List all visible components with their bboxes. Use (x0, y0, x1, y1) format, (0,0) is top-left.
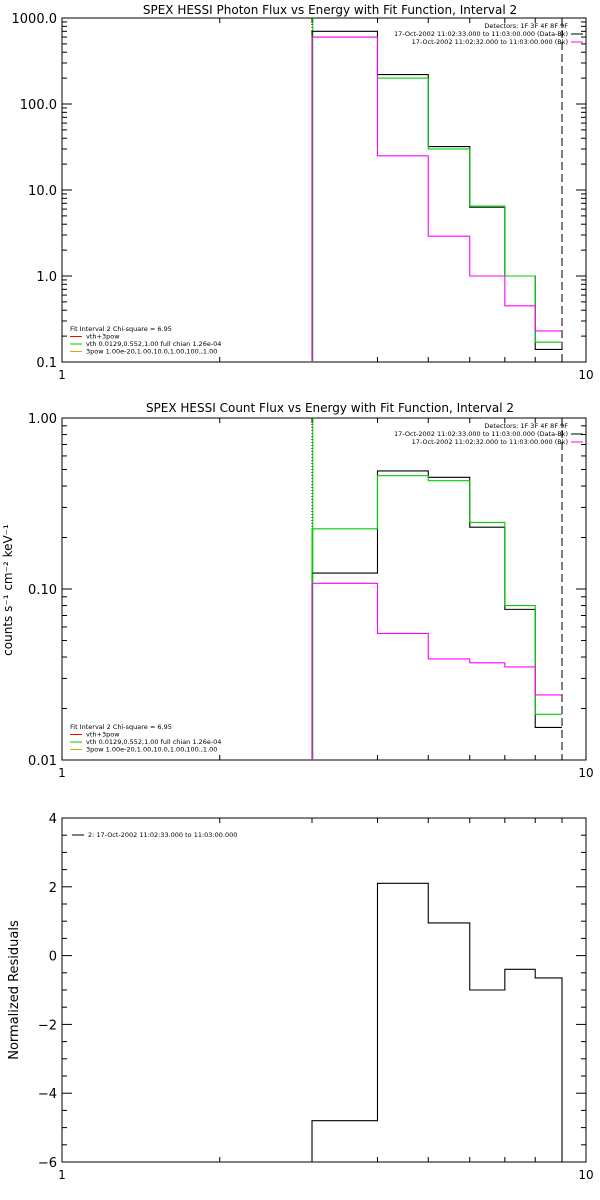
series-line-bk (311, 36, 563, 362)
x-tick-label: 10 (578, 1168, 593, 1182)
legend-text: 3pow 1.00e-20,1.00,10.0,1.00,100.,1.00 (86, 348, 217, 356)
series-line-vth (311, 475, 563, 760)
y-tick-label: 0.01 (28, 754, 57, 769)
legend-text: vth 0.0129,0.552,1.00 full chian 1.26e-0… (86, 340, 221, 348)
legend-text: Detectors: 1F 3F 4F 8F 9F (484, 22, 568, 30)
series-line-data-bk (311, 30, 563, 362)
x-tick-label: 1 (58, 1168, 66, 1182)
y-tick-label: −6 (38, 1156, 57, 1171)
legend-text: vth 0.0129,0.552,1.00 full chian 1.26e-0… (86, 738, 221, 746)
y-tick-label: 4 (49, 812, 57, 827)
legend-text: 3pow 1.00e-20,1.00,10.0,1.00,100.,1.00 (86, 746, 217, 754)
y-tick-label: 0.1 (36, 356, 57, 371)
legend-text: Detectors: 1F 3F 4F 8F 9F (484, 422, 568, 430)
plot-frame (61, 417, 587, 761)
legend-text: 17-Oct-2002 11:02:32.000 to 11:03:00.000… (412, 438, 568, 446)
y-tick-label: 0.10 (28, 583, 57, 598)
panel-title: SPEX HESSI Photon Flux vs Energy with Fi… (143, 3, 517, 17)
y-tick-label: −4 (38, 1087, 57, 1102)
series-line-residuals (311, 882, 563, 1162)
y-tick-label: 1.0 (36, 270, 57, 285)
y-tick-label: 10.0 (28, 184, 57, 199)
x-tick-label: 1 (58, 368, 66, 382)
y-tick-label: −2 (38, 1018, 57, 1033)
plot-frame (61, 17, 587, 363)
photon-flux-panel: SPEX HESSI Photon Flux vs Energy with Fi… (12, 3, 594, 382)
legend-text: 2: 17-Oct-2002 11:02:33.000 to 11:03:00.… (88, 831, 237, 839)
legend-text: Fit Interval 2 Chi-square = 6.95 (70, 325, 172, 333)
plot-frame (61, 817, 587, 1163)
x-tick-label: 10 (578, 368, 593, 382)
y-tick-label: 1000.0 (12, 12, 58, 27)
y-tick-label: 1.00 (28, 412, 57, 427)
legend-text: vth+3pow (86, 333, 120, 341)
y-tick-label: 2 (49, 881, 57, 896)
y-tick-label: 0 (49, 950, 57, 965)
residuals-panel: Normalized Residuals 1 10 −6 −4 −2 0 2 4 2: 17-O… (7, 812, 594, 1182)
legend-text: 17-Oct-2002 11:02:33.000 to 11:03:00.000… (394, 30, 568, 38)
panel-title: SPEX HESSI Count Flux vs Energy with Fit… (146, 401, 514, 415)
series-line-data-bk (311, 470, 563, 760)
series-line-vth (311, 36, 563, 362)
legend-text: vth+3pow (86, 731, 120, 739)
y-axis-label: counts s⁻¹ cm⁻² keV⁻¹ (1, 524, 15, 656)
legend-text: 17-Oct-2002 11:02:33.000 to 11:03:00.000… (394, 430, 568, 438)
x-tick-label: 1 (58, 766, 66, 780)
x-tick-label: 10 (578, 766, 593, 780)
count-flux-panel: SPEX HESSI Count Flux vs Energy with Fit… (1, 401, 594, 780)
y-axis-label: Normalized Residuals (7, 920, 22, 1060)
y-tick-label: 100.0 (20, 98, 57, 113)
legend-text: 17-Oct-2002 11:02:32.000 to 11:03:00.000… (412, 38, 568, 46)
series-line-bk (311, 582, 563, 760)
legend-text: Fit Interval 2 Chi-square = 6.95 (70, 723, 172, 731)
